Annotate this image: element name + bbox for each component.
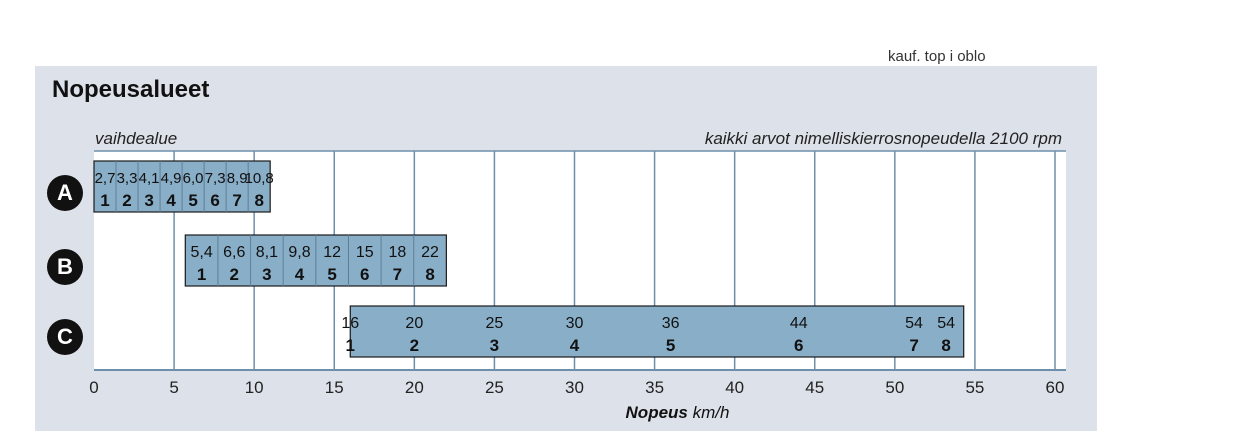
gear-number-label: 7 xyxy=(393,265,402,284)
x-tick-label: 30 xyxy=(565,378,584,397)
x-axis-label: Nopeus xyxy=(625,403,688,422)
gear-number-label: 7 xyxy=(909,336,918,355)
speed-label: 4,9 xyxy=(161,170,182,187)
x-tick-label: 15 xyxy=(325,378,344,397)
gear-number-label: 5 xyxy=(327,265,336,284)
gear-number-label: 5 xyxy=(188,191,197,210)
speed-label: 10,8 xyxy=(245,170,274,187)
speed-label: 22 xyxy=(421,244,439,261)
gear-number-label: 3 xyxy=(144,191,153,210)
speed-label: 44 xyxy=(790,315,808,332)
x-tick-label: 10 xyxy=(245,378,264,397)
speed-label: 54 xyxy=(937,315,955,332)
gear-number-label: 7 xyxy=(232,191,241,210)
gear-number-label: 6 xyxy=(360,265,369,284)
x-tick-label: 0 xyxy=(89,378,98,397)
gear-number-label: 4 xyxy=(570,336,580,355)
gear-number-label: 6 xyxy=(794,336,803,355)
chart-note: kaikki arvot nimelliskierrosnopeudella 2… xyxy=(704,129,1062,148)
x-axis-title: Nopeus km/h xyxy=(0,403,1240,423)
row-label-C: C xyxy=(47,319,83,355)
speed-label: 54 xyxy=(905,315,923,332)
gear-number-label: 3 xyxy=(262,265,271,284)
gear-number-label: 2 xyxy=(122,191,131,210)
x-tick-label: 50 xyxy=(885,378,904,397)
speed-label: 25 xyxy=(486,315,504,332)
gear-number-label: 5 xyxy=(666,336,675,355)
gear-range-label: vaihdealue xyxy=(95,129,178,148)
speed-label: 6,6 xyxy=(223,244,245,261)
gear-number-label: 1 xyxy=(197,265,206,284)
x-tick-label: 45 xyxy=(805,378,824,397)
x-axis-unit: km/h xyxy=(692,403,730,422)
speed-label: 6,0 xyxy=(183,170,204,187)
speed-label: 12 xyxy=(323,244,341,261)
gear-number-label: 8 xyxy=(425,265,434,284)
speed-label: 36 xyxy=(662,315,680,332)
speed-label: 3,3 xyxy=(117,170,138,187)
speed-label: 8,1 xyxy=(256,244,278,261)
speed-label: 7,3 xyxy=(205,170,226,187)
speed-label: 30 xyxy=(566,315,584,332)
speed-label: 2,7 xyxy=(95,170,116,187)
chart-title: Nopeusalueet xyxy=(52,76,210,103)
row-label-B: B xyxy=(47,249,83,285)
speed-label: 5,4 xyxy=(190,244,212,261)
gear-number-label: 6 xyxy=(210,191,219,210)
speed-label: 18 xyxy=(389,244,407,261)
speed-label: 8,9 xyxy=(227,170,248,187)
gear-number-label: 3 xyxy=(490,336,499,355)
x-tick-label: 35 xyxy=(645,378,664,397)
gear-number-label: 8 xyxy=(941,336,950,355)
gear-number-label: 1 xyxy=(346,336,355,355)
gear-number-label: 1 xyxy=(100,191,109,210)
speed-label: 15 xyxy=(356,244,374,261)
speed-label: 4,1 xyxy=(139,170,160,187)
gear-number-label: 4 xyxy=(166,191,176,210)
gear-number-label: 2 xyxy=(230,265,239,284)
speed-label: 16 xyxy=(341,315,359,332)
speed-label: 9,8 xyxy=(288,244,310,261)
gear-number-label: 2 xyxy=(410,336,419,355)
speed-range-bar-C xyxy=(349,305,965,358)
x-tick-label: 55 xyxy=(965,378,984,397)
x-tick-label: 40 xyxy=(725,378,744,397)
x-tick-label: 5 xyxy=(169,378,178,397)
x-tick-label: 25 xyxy=(485,378,504,397)
gear-number-label: 8 xyxy=(254,191,263,210)
row-label-A: A xyxy=(47,175,83,211)
clipped-top-text: kauf. top i oblo xyxy=(810,40,1090,66)
gear-number-label: 4 xyxy=(295,265,305,284)
x-tick-label: 20 xyxy=(405,378,424,397)
x-tick-label: 60 xyxy=(1046,378,1065,397)
speed-label: 20 xyxy=(405,315,423,332)
